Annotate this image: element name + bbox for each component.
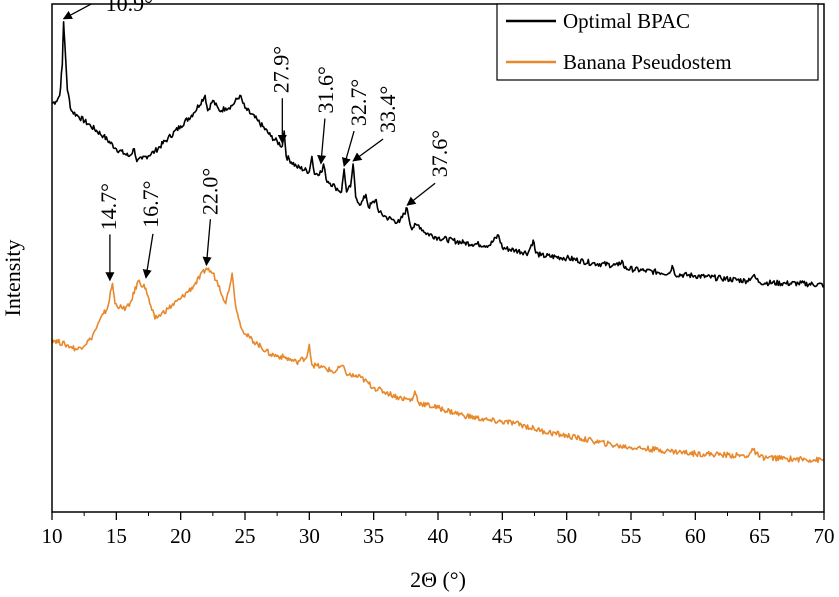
annotation-arrow <box>352 138 384 162</box>
annotation-label: 32.7° <box>346 79 371 126</box>
x-axis-label: 2Θ (°) <box>410 567 466 592</box>
x-tick-label: 20 <box>170 524 191 548</box>
x-tick-label: 30 <box>299 524 320 548</box>
x-tick-label: 10 <box>42 524 63 548</box>
annotation-arrow <box>62 3 92 20</box>
x-tick-label: 55 <box>621 524 642 548</box>
series-line-banana-pseudostem <box>51 267 825 464</box>
x-tick-label: 70 <box>814 524 835 548</box>
x-tick-label: 45 <box>492 524 513 548</box>
legend: Optimal BPAC Banana Pseudostem <box>496 3 819 81</box>
legend-label-banana-pseudostem: Banana Pseudostem <box>563 50 732 74</box>
series-line-optimal-bpac <box>51 21 825 288</box>
annotation-label: 16.7° <box>138 181 163 228</box>
x-tick-label: 40 <box>428 524 449 548</box>
annotation-arrow <box>406 182 436 206</box>
annotation-arrow <box>317 118 327 165</box>
series-layer <box>51 21 825 464</box>
annotation-label: 10.9° <box>106 0 153 16</box>
annotation-arrow <box>142 233 154 279</box>
annotation-label: 37.6° <box>427 130 452 177</box>
legend-label-optimal-bpac: Optimal BPAC <box>563 9 690 33</box>
annotation-label: 33.4° <box>375 86 400 133</box>
x-tick-label: 35 <box>363 524 384 548</box>
plot-group: 10 15 20 25 30 35 40 45 50 55 60 65 70 10.9° 27.9° 31.… <box>42 0 835 548</box>
annotation-label: 22.0° <box>197 168 222 215</box>
x-tick-label: 50 <box>556 524 577 548</box>
x-tick-label: 25 <box>235 524 256 548</box>
annotation-arrow <box>202 219 212 267</box>
legend-box <box>496 3 819 81</box>
x-tick-label: 15 <box>106 524 127 548</box>
annotation-label: 14.7° <box>96 183 121 230</box>
annotation-layer: 10.9° 27.9° 31.6° 32.7° 33.4° 37.6° 14.7° 16.7°… <box>62 0 452 282</box>
annotation-label: 27.9° <box>268 46 293 93</box>
x-axis-ticks: 10 15 20 25 30 35 40 45 50 55 60 65 70 <box>42 512 835 548</box>
x-tick-label: 65 <box>749 524 770 548</box>
annotation-arrow <box>341 130 355 167</box>
annotation-label: 31.6° <box>313 66 338 113</box>
x-tick-label: 60 <box>685 524 706 548</box>
y-axis-label: Intensity <box>0 240 25 317</box>
